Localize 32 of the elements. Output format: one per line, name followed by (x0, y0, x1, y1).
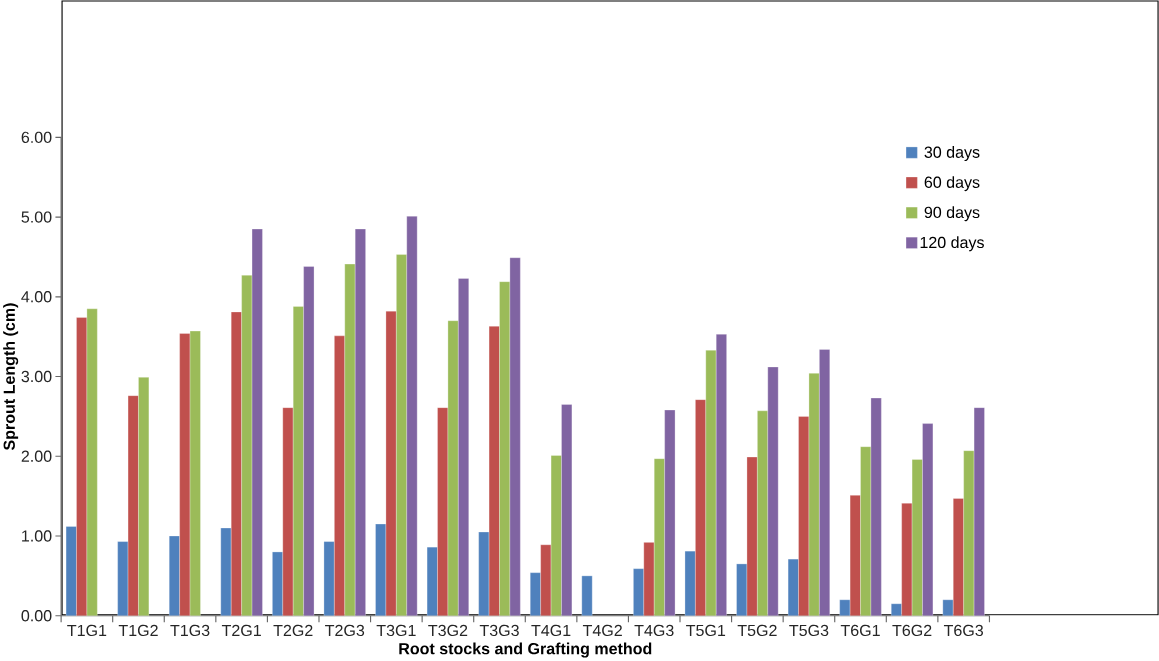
legend-label: 120 days (920, 236, 984, 252)
x-tick-label: T4G1 (531, 624, 571, 637)
x-tick-label: T6G2 (892, 624, 932, 637)
x-tick-label: T3G2 (428, 624, 468, 637)
x-tick-label: T2G1 (221, 624, 261, 637)
x-axis-title: Root stocks and Grafting method (399, 642, 652, 658)
x-tick-label: T4G3 (634, 624, 674, 637)
y-tick-label: 5.00 (21, 211, 52, 223)
x-tick-label: T4G2 (582, 624, 622, 637)
y-tick-label: 2.00 (21, 450, 52, 463)
x-tick-label: T5G1 (686, 624, 726, 637)
bar (581, 575, 593, 616)
x-tick-label: T5G2 (737, 624, 777, 637)
y-tick-label: 1.00 (22, 530, 52, 542)
y-tick-label: 3.00 (21, 370, 52, 383)
legend-label: 30 days (924, 146, 980, 162)
x-tick-label: T1G3 (170, 624, 210, 637)
x-tick-label: T2G2 (273, 624, 313, 637)
x-tick-label: T2G3 (325, 624, 365, 637)
x-tick-label: T1G1 (67, 624, 107, 637)
legend-label: 60 days (924, 176, 980, 192)
y-axis-title: Sprout Length (cm) (3, 303, 19, 451)
x-tick-label: T1G2 (118, 624, 158, 637)
x-tick-label: T6G1 (840, 624, 880, 637)
y-tick-label: 4.00 (21, 291, 52, 303)
y-tick-label: 0.00 (21, 610, 52, 622)
x-tick-label: T3G1 (376, 624, 416, 637)
legend-label: 90 days (924, 206, 980, 222)
x-tick-label: T3G3 (479, 624, 519, 637)
x-tick-label: T6G3 (943, 624, 984, 637)
y-tick-label: 6.00 (21, 131, 52, 144)
x-tick-label: T5G3 (789, 624, 829, 637)
